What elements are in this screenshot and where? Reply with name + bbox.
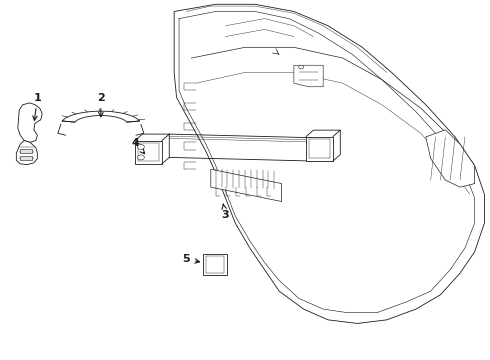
Polygon shape — [62, 111, 140, 122]
Text: 1: 1 — [33, 93, 41, 121]
Circle shape — [299, 65, 304, 69]
Polygon shape — [174, 4, 485, 323]
Text: 5: 5 — [183, 255, 199, 265]
Polygon shape — [203, 253, 227, 275]
Circle shape — [138, 144, 145, 149]
Bar — [20, 156, 32, 159]
Bar — [20, 149, 32, 153]
Polygon shape — [206, 256, 224, 273]
Text: 4: 4 — [131, 138, 145, 154]
Polygon shape — [309, 139, 330, 158]
Circle shape — [138, 155, 145, 160]
Text: 3: 3 — [221, 204, 229, 220]
Polygon shape — [18, 103, 42, 142]
Text: 2: 2 — [97, 93, 105, 117]
Polygon shape — [294, 65, 323, 87]
Polygon shape — [211, 169, 282, 202]
Polygon shape — [306, 136, 333, 161]
Polygon shape — [426, 130, 475, 187]
Polygon shape — [138, 143, 159, 161]
Polygon shape — [16, 140, 37, 165]
Polygon shape — [135, 140, 162, 164]
